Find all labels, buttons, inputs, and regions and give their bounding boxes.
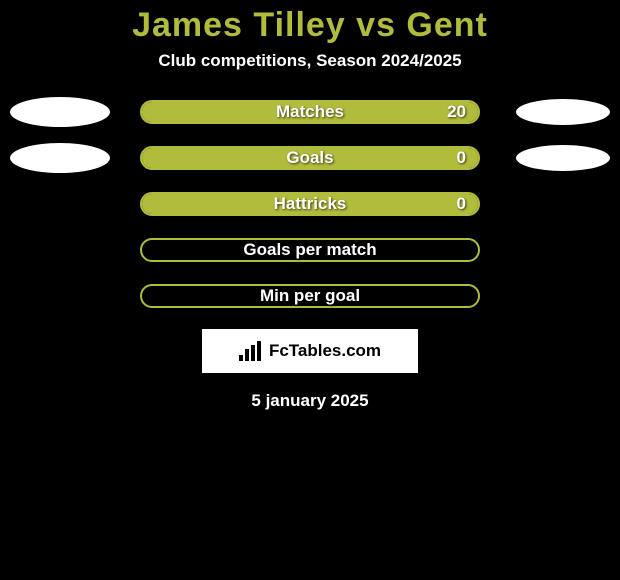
page-title: James Tilley vs Gent [0, 0, 620, 45]
stat-bar: Goals per match [140, 238, 480, 262]
right-ellipse [516, 145, 610, 171]
source-badge[interactable]: FcTables.com [202, 329, 418, 373]
stat-bar: Goals0 [140, 146, 480, 170]
stat-bar-value: 20 [447, 102, 466, 122]
stat-bar-label: Matches [142, 102, 478, 122]
stat-bar-value: 0 [457, 148, 466, 168]
stat-bar-label: Hattricks [142, 194, 478, 214]
date-label: 5 january 2025 [0, 391, 620, 411]
subtitle: Club competitions, Season 2024/2025 [0, 51, 620, 71]
stat-card: James Tilley vs Gent Club competitions, … [0, 0, 620, 580]
right-ellipse [516, 99, 610, 125]
source-badge-text: FcTables.com [269, 341, 381, 361]
stat-bar-label: Goals [142, 148, 478, 168]
stat-row: Goals per match [0, 237, 620, 263]
stat-bar: Hattricks0 [140, 192, 480, 216]
stat-row: Matches20 [0, 99, 620, 125]
left-ellipse [10, 143, 110, 173]
stat-rows: Matches20Goals0Hattricks0Goals per match… [0, 99, 620, 309]
stat-bar: Min per goal [140, 284, 480, 308]
stat-bar-label: Min per goal [142, 286, 478, 306]
bars-icon [239, 341, 263, 361]
stat-bar-value: 0 [457, 194, 466, 214]
stat-row: Hattricks0 [0, 191, 620, 217]
stat-row: Min per goal [0, 283, 620, 309]
stat-bar-label: Goals per match [142, 240, 478, 260]
stat-row: Goals0 [0, 145, 620, 171]
stat-bar: Matches20 [140, 100, 480, 124]
left-ellipse [10, 97, 110, 127]
